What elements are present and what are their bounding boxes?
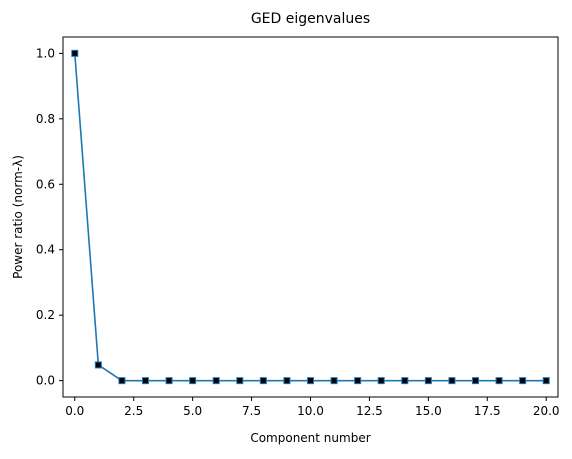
y-axis-ticks: 0.0 0.2 0.4 0.6 0.8 1.0 <box>36 46 63 388</box>
data-point-marker <box>401 377 409 385</box>
data-point-marker <box>448 377 456 385</box>
y-tick-label: 0.0 <box>36 374 55 388</box>
x-axis-label: Component number <box>250 431 370 445</box>
data-point-marker <box>71 49 79 57</box>
y-tick-label: 0.4 <box>36 243 55 257</box>
data-point-marker <box>354 377 362 385</box>
data-point-marker <box>212 377 220 385</box>
y-tick-label: 1.0 <box>36 46 55 60</box>
data-point-marker <box>259 377 267 385</box>
x-tick-label: 7.5 <box>242 404 261 418</box>
x-tick-label: 20.0 <box>533 404 560 418</box>
plot-frame <box>62 36 559 398</box>
x-tick-label: 2.5 <box>124 404 143 418</box>
data-point-marker <box>472 377 479 385</box>
data-point-marker <box>424 377 432 385</box>
data-point-marker <box>542 377 550 385</box>
data-point-marker <box>495 377 503 385</box>
x-axis-ticks: 0.0 2.5 5.0 7.5 10.0 12.5 15.0 17.5 20.0 <box>65 397 560 418</box>
data-point-marker <box>94 361 102 369</box>
chart-title: GED eigenvalues <box>251 11 370 27</box>
x-tick-label: 15.0 <box>415 404 442 418</box>
plot-area <box>63 37 558 397</box>
x-tick-label: 0.0 <box>65 404 84 418</box>
y-tick-label: 0.8 <box>36 112 55 126</box>
data-point-marker <box>165 377 173 385</box>
data-point-marker <box>118 377 126 385</box>
x-tick-label: 12.5 <box>356 404 383 418</box>
data-point-marker <box>236 377 244 385</box>
data-point-marker <box>330 377 338 385</box>
y-tick-label: 0.2 <box>36 308 55 322</box>
x-tick-label: 10.0 <box>297 404 324 418</box>
x-tick-label: 17.5 <box>474 404 501 418</box>
data-point-marker <box>307 377 314 385</box>
data-point-marker <box>519 377 527 385</box>
series-layer <box>71 49 550 385</box>
x-tick-label: 5.0 <box>183 404 202 418</box>
data-point-marker <box>377 377 385 385</box>
data-point-marker <box>189 377 197 385</box>
data-point-marker <box>142 377 149 385</box>
y-tick-label: 0.6 <box>36 177 55 191</box>
y-axis-label: Power ratio (norm-λ) <box>11 155 25 279</box>
data-point-marker <box>283 377 291 385</box>
